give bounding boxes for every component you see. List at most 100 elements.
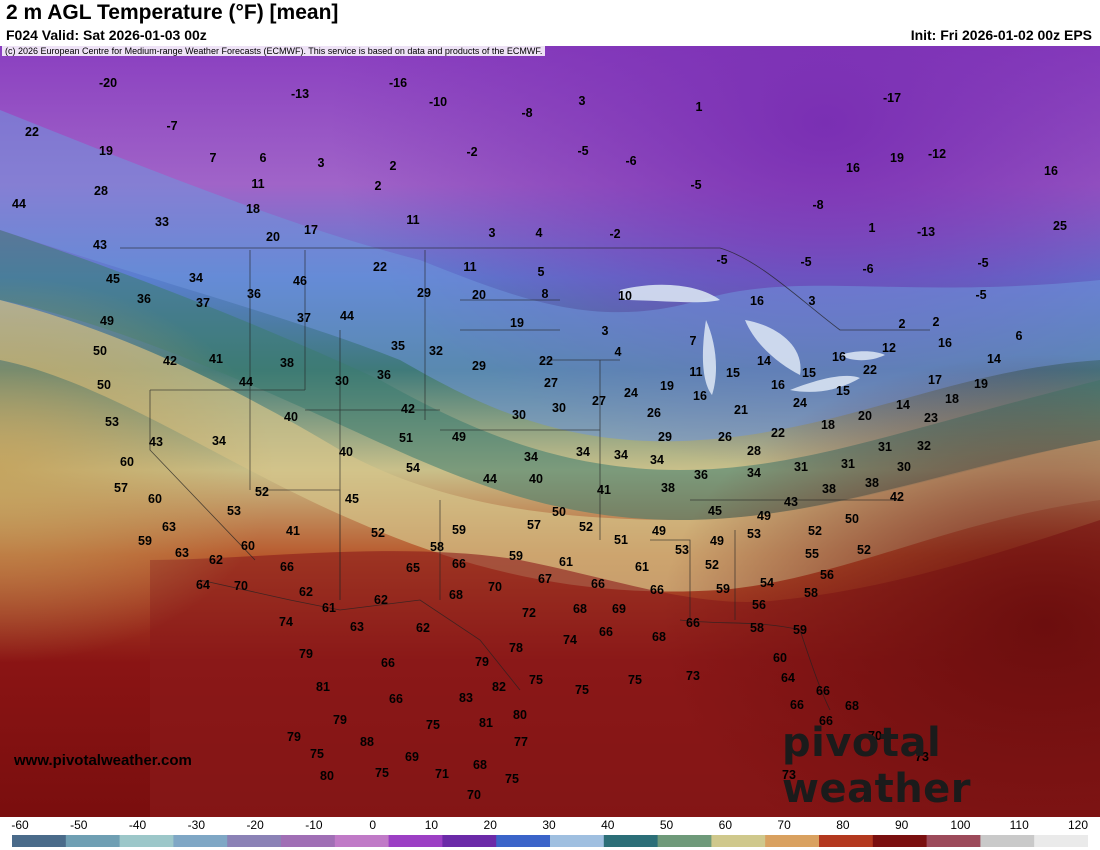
temperature-value-label: 57 <box>527 518 541 532</box>
colorbar-segment <box>872 835 928 847</box>
colorbar-tick-label: -20 <box>246 818 264 832</box>
temperature-value-label: 22 <box>863 363 877 377</box>
temperature-value-label: 71 <box>435 767 449 781</box>
colorbar-segment <box>12 835 67 847</box>
temperature-value-label: -7 <box>166 119 177 133</box>
temperature-value-label: 36 <box>694 468 708 482</box>
temperature-value-label: 66 <box>381 656 395 670</box>
temperature-value-label: 19 <box>99 144 113 158</box>
temperature-value-label: 59 <box>793 623 807 637</box>
colorbar-tick-label: 100 <box>950 818 971 832</box>
colorbar-gradient <box>12 835 1088 847</box>
temperature-value-label: 15 <box>836 384 850 398</box>
temperature-value-label: 17 <box>304 223 318 237</box>
temperature-value-label: 34 <box>614 448 628 462</box>
temperature-value-label: 60 <box>148 492 162 506</box>
temperature-value-label: 66 <box>280 560 294 574</box>
temperature-value-label: 58 <box>430 540 444 554</box>
valid-time: F024 Valid: Sat 2026-01-03 00z <box>6 27 207 43</box>
temperature-value-label: 66 <box>819 714 833 728</box>
temperature-value-label: 44 <box>483 472 497 486</box>
colorbar-segment <box>388 835 444 847</box>
temperature-value-label: 37 <box>196 296 210 310</box>
temperature-value-label: 50 <box>552 505 566 519</box>
colorbar-tick-label: 0 <box>369 818 376 832</box>
temperature-value-label: 63 <box>350 620 364 634</box>
temperature-value-label: 28 <box>94 184 108 198</box>
temperature-value-label: -6 <box>862 262 873 276</box>
temperature-value-label: 30 <box>512 408 526 422</box>
map-canvas: -20 -16-13-10 3 1-17-822 -719 7 6 3 2-2 -5-6 -1219… <box>0 46 1100 817</box>
temperature-value-label: 3 <box>809 294 816 308</box>
temperature-value-label: 24 <box>793 396 807 410</box>
temperature-value-label: 25 <box>1053 219 1067 233</box>
temperature-value-label: 7 <box>690 334 697 348</box>
temperature-value-label: 66 <box>599 625 613 639</box>
temperature-value-label: 20 <box>472 288 486 302</box>
temperature-value-label: 27 <box>592 394 606 408</box>
temperature-value-label: 45 <box>345 492 359 506</box>
temperature-value-label: 31 <box>841 457 855 471</box>
temperature-value-label: 11 <box>689 365 702 379</box>
colorbar-tick-label: 10 <box>424 818 439 832</box>
temperature-value-label: 1 <box>869 221 876 235</box>
temperature-value-label: 34 <box>650 453 664 467</box>
temperature-value-label: 72 <box>522 606 536 620</box>
temperature-value-label: 52 <box>705 558 719 572</box>
temperature-map[interactable]: -20 -16 -13 -10 3 1 -17 -8 22 -7 19 7 6 3 2 -2 -5 -6 -12 19… <box>0 46 1100 817</box>
temperature-value-label: 75 <box>505 772 519 786</box>
temperature-value-label: 52 <box>371 526 385 540</box>
temperature-value-label: 35 <box>391 339 405 353</box>
temperature-value-label: -5 <box>690 178 701 192</box>
colorbar-segment <box>281 835 336 847</box>
website-link[interactable]: www.pivotalweather.com <box>14 752 192 769</box>
temperature-value-label: 68 <box>449 588 463 602</box>
temperature-value-label: 32 <box>917 439 931 453</box>
temperature-value-label: 75 <box>575 683 589 697</box>
temperature-value-label: 33 <box>155 215 169 229</box>
temperature-value-label: 16 <box>693 389 707 403</box>
temperature-value-label: 68 <box>473 758 487 772</box>
temperature-value-label: 18 <box>246 202 260 216</box>
temperature-value-label: 60 <box>241 539 255 553</box>
temperature-value-label: 73 <box>915 750 929 764</box>
temperature-value-label: 6 <box>1016 329 1023 343</box>
temperature-value-label: 61 <box>635 560 649 574</box>
temperature-value-label: 4 <box>615 345 622 359</box>
temperature-value-label: 68 <box>573 602 587 616</box>
temperature-value-label: 49 <box>100 314 114 328</box>
temperature-value-label: -5 <box>977 256 988 270</box>
temperature-value-label: 59 <box>452 523 466 537</box>
temperature-value-label: 44 <box>12 197 26 211</box>
temperature-value-label: 45 <box>708 504 722 518</box>
temperature-value-label: 38 <box>661 481 675 495</box>
header: 2 m AGL Temperature (°F) [mean] F024 Val… <box>0 0 1100 46</box>
temperature-value-label: 42 <box>401 402 415 416</box>
temperature-value-label: 40 <box>284 410 298 424</box>
temperature-value-label: 61 <box>322 601 336 615</box>
temperature-value-label: 66 <box>790 698 804 712</box>
temperature-value-label: 49 <box>652 524 666 538</box>
temperature-value-label: -5 <box>800 255 811 269</box>
temperature-value-label: 7 <box>210 151 217 165</box>
temperature-value-label: 60 <box>773 651 787 665</box>
temperature-value-label: 52 <box>857 543 871 557</box>
temperature-value-label: 26 <box>647 406 661 420</box>
temperature-value-label: 18 <box>821 418 835 432</box>
temperature-value-label: 20 <box>858 409 872 423</box>
temperature-value-label: 70 <box>467 788 481 802</box>
temperature-value-label: 11 <box>406 213 419 227</box>
temperature-value-label: 50 <box>97 378 111 392</box>
temperature-value-label: 53 <box>747 527 761 541</box>
temperature-value-label: 19 <box>974 377 988 391</box>
temperature-value-label: 22 <box>373 260 387 274</box>
colorbar-tick-label: -10 <box>305 818 323 832</box>
temperature-value-label: 4 <box>536 226 543 240</box>
temperature-value-label: -8 <box>812 198 823 212</box>
temperature-value-label: 12 <box>882 341 896 355</box>
temperature-value-label: 74 <box>279 615 293 629</box>
temperature-value-label: 78 <box>509 641 523 655</box>
temperature-value-label: 74 <box>563 633 577 647</box>
temperature-value-label: -17 <box>883 91 901 105</box>
colorbar-segment <box>442 835 498 847</box>
